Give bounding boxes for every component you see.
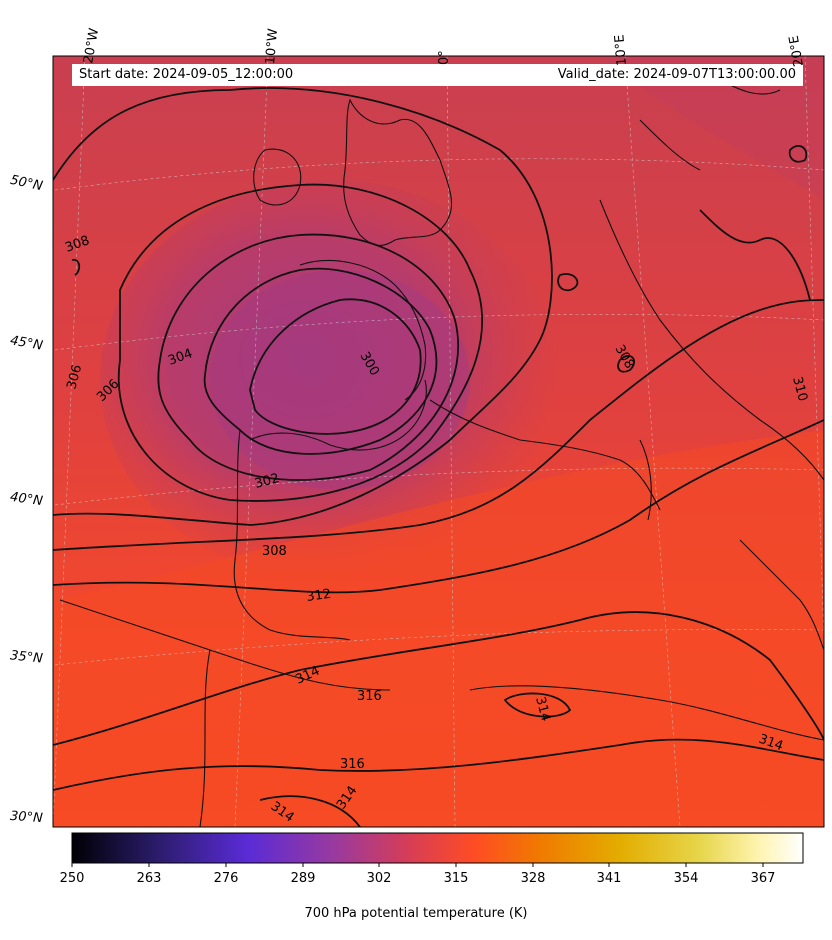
map-frame bbox=[52, 55, 825, 828]
lon-label: 10°E bbox=[612, 33, 630, 67]
start-date: Start date: 2024-09-05_12:00:00 bbox=[79, 67, 294, 82]
contour-label: 308 bbox=[262, 544, 287, 559]
contour-lines bbox=[53, 87, 824, 827]
colorbar-tick-label: 315 bbox=[443, 871, 469, 886]
coastlines bbox=[59, 79, 824, 827]
contour-label: 302 bbox=[253, 471, 281, 492]
colorbar-ticks bbox=[71, 863, 764, 867]
colorbar-tick-label: 250 bbox=[59, 871, 85, 886]
date-header: Start date: 2024-09-05_12:00:00 Valid_da… bbox=[72, 64, 803, 86]
lon-label: 10°W bbox=[263, 27, 282, 65]
colorbar-tick-label: 367 bbox=[750, 871, 776, 886]
valid-date: Valid_date: 2024-09-07T13:00:00.00 bbox=[557, 67, 796, 82]
colorbar-tick-label: 263 bbox=[136, 871, 162, 886]
colorbar-tick-label: 302 bbox=[366, 871, 392, 886]
contour-label: 314 bbox=[532, 695, 553, 723]
colorbar-tick-label: 289 bbox=[290, 871, 316, 886]
potential-temperature-field bbox=[53, 56, 824, 827]
colorbar bbox=[71, 832, 804, 864]
contour-label: 312 bbox=[305, 587, 332, 605]
contour-label: 306 bbox=[64, 363, 85, 391]
lon-label: 0° bbox=[437, 50, 452, 65]
lat-label: 30°N bbox=[9, 808, 44, 827]
colorbar-tick-label: 341 bbox=[596, 871, 622, 886]
contour-label: 316 bbox=[357, 689, 382, 704]
colorbar-title: 700 hPa potential temperature (K) bbox=[304, 906, 528, 921]
colorbar-tick-label: 276 bbox=[213, 871, 239, 886]
colorbar-tick-label: 354 bbox=[673, 871, 699, 886]
contour-label: 316 bbox=[340, 757, 365, 772]
contour-label: 310 bbox=[789, 375, 810, 403]
colorbar-tick-label: 328 bbox=[520, 871, 546, 886]
